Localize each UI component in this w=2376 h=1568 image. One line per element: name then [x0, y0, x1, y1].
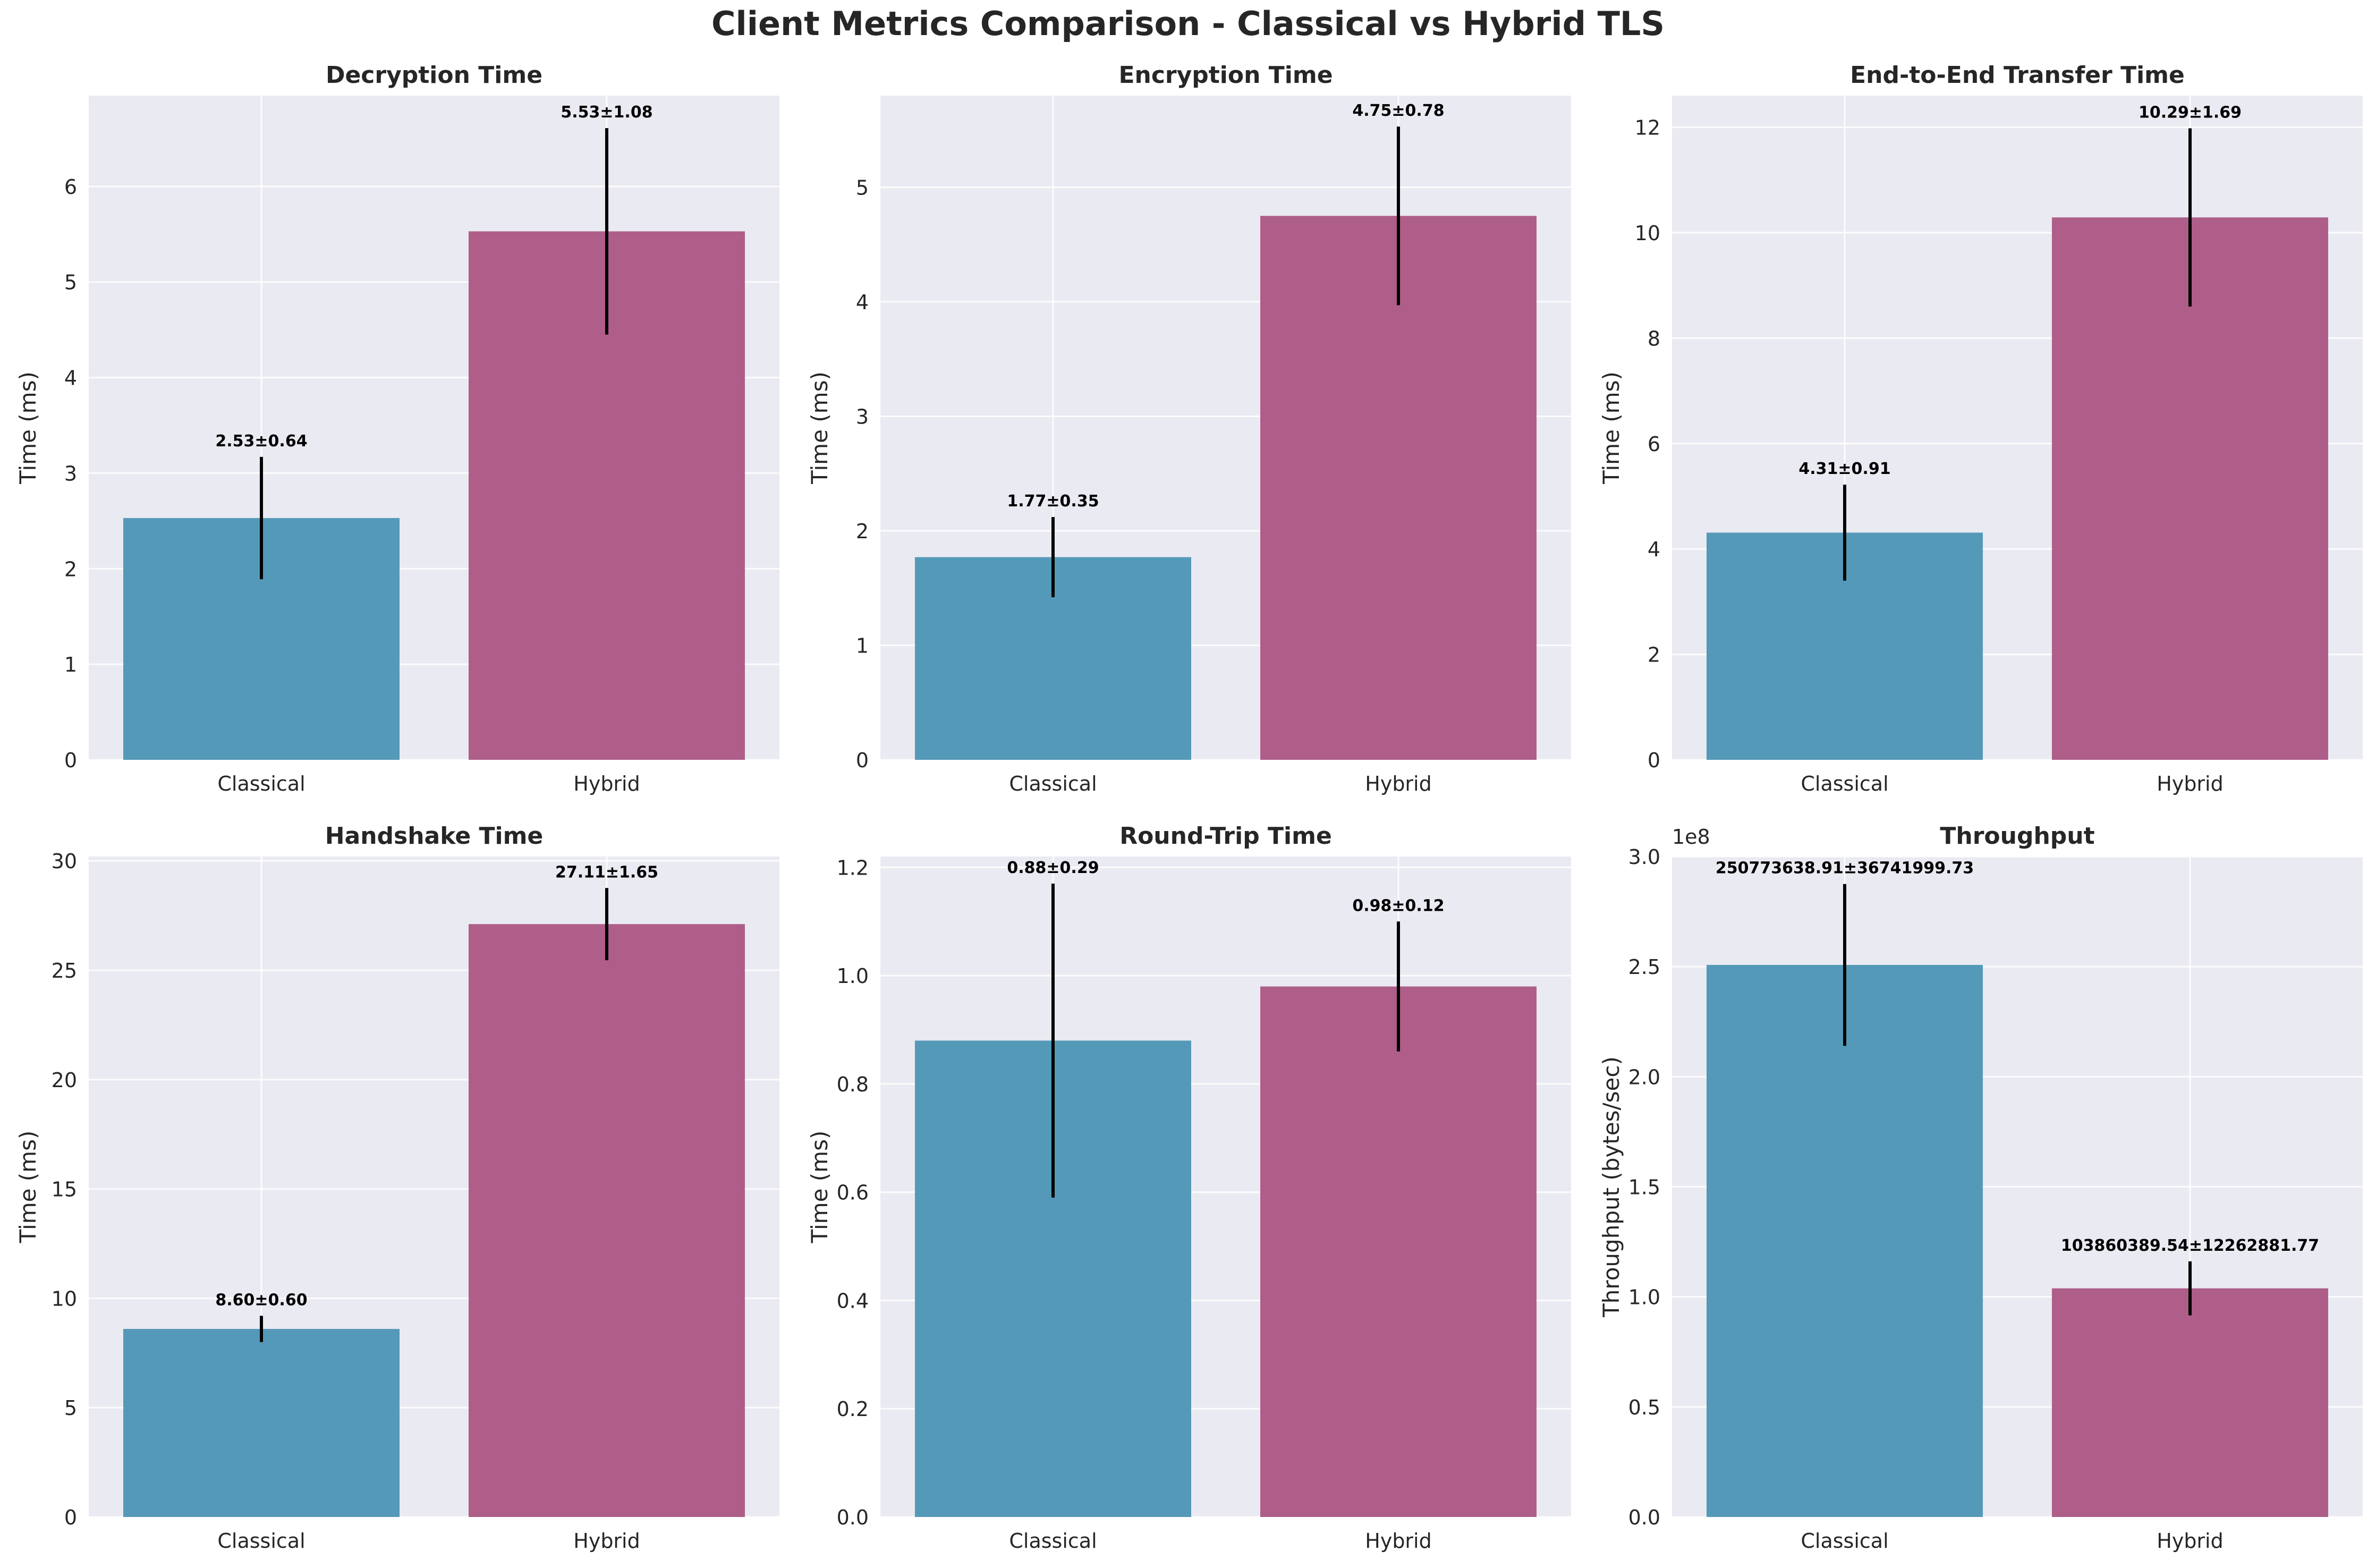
x-tick-label: Classical [1009, 1529, 1097, 1553]
x-tick-label: Hybrid [2157, 1529, 2224, 1553]
y-tick-label: 6 [1648, 433, 1660, 456]
x-tick-label: Classical [217, 1529, 305, 1553]
y-tick-label: 4 [1648, 538, 1660, 561]
y-tick-label: 0.0 [837, 1506, 869, 1529]
x-tick-label: Hybrid [573, 772, 640, 795]
y-tick-label: 25 [52, 959, 77, 982]
data-label: 10.29±1.69 [2139, 104, 2242, 122]
bar-hybrid [2052, 217, 2328, 760]
y-tick-label: 1.5 [1628, 1176, 1660, 1199]
bar-hybrid [469, 924, 745, 1517]
data-label: 5.53±1.08 [561, 103, 652, 122]
y-tick-label: 1.2 [837, 856, 869, 879]
y-axis-label: Time (ms) [807, 1131, 833, 1244]
y-tick-label: 0 [64, 1506, 77, 1529]
y-tick-label: 0.6 [837, 1181, 869, 1205]
data-label: 103860389.54±12262881.77 [2061, 1236, 2319, 1255]
data-label: 4.31±0.91 [1798, 460, 1890, 478]
data-label: 8.60±0.60 [215, 1291, 307, 1309]
data-label: 0.98±0.12 [1352, 896, 1444, 915]
x-tick-label: Classical [217, 772, 305, 795]
y-axis-label: Time (ms) [807, 371, 833, 485]
y-tick-label: 0.4 [837, 1289, 869, 1312]
bar-classical [123, 1329, 400, 1517]
y-axis-label: Throughput (bytes/sec) [1598, 1056, 1624, 1318]
y-tick-label: 4 [856, 291, 869, 314]
bar-hybrid [2052, 1288, 2328, 1517]
panel-title: Throughput [1940, 823, 2094, 850]
y-tick-label: 1.0 [1628, 1286, 1660, 1309]
data-label: 4.75±0.78 [1352, 101, 1444, 120]
y-tick-label: 0.8 [837, 1073, 869, 1096]
y-tick-label: 0 [856, 749, 869, 772]
panel-title: End-to-End Transfer Time [1850, 62, 2185, 89]
x-tick-label: Classical [1801, 772, 1888, 795]
y-tick-label: 1 [856, 634, 869, 657]
bar-classical [1707, 964, 1983, 1517]
y-tick-label: 1.0 [837, 964, 869, 988]
data-label: 1.77±0.35 [1007, 492, 1099, 511]
y-tick-label: 2 [1648, 643, 1660, 667]
y-tick-label: 3 [64, 462, 77, 485]
x-tick-label: Hybrid [2157, 772, 2224, 795]
y-tick-label: 1 [64, 653, 77, 676]
x-tick-label: Hybrid [1365, 772, 1432, 795]
x-tick-label: Hybrid [573, 1529, 640, 1553]
data-label: 2.53±0.64 [215, 432, 307, 451]
y-tick-label: 12 [1635, 116, 1660, 140]
y-tick-label: 5 [64, 271, 77, 294]
bar-hybrid [1260, 986, 1537, 1517]
y-tick-label: 0 [64, 749, 77, 772]
y-tick-label: 5 [856, 176, 869, 199]
y-axis-label: Time (ms) [1598, 371, 1624, 485]
y-tick-label: 2 [856, 520, 869, 543]
y-tick-label: 30 [52, 850, 77, 873]
figure-title: Client Metrics Comparison - Classical vs… [711, 4, 1665, 43]
y-tick-label: 2.0 [1628, 1065, 1660, 1089]
y-tick-label: 2 [64, 557, 77, 581]
y-tick-label: 4 [64, 367, 77, 390]
y-tick-label: 0.2 [837, 1397, 869, 1421]
y-tick-label: 3 [856, 405, 869, 428]
y-tick-label: 20 [52, 1069, 77, 1092]
y-axis-offset-label: 1e8 [1672, 825, 1710, 849]
y-tick-label: 0 [1648, 749, 1660, 772]
y-tick-label: 0.0 [1628, 1506, 1660, 1529]
data-label: 250773638.91±36741999.73 [1716, 859, 1974, 878]
x-tick-label: Classical [1009, 772, 1097, 795]
y-tick-label: 8 [1648, 327, 1660, 350]
panel-title: Round-Trip Time [1119, 823, 1332, 850]
panel-title: Decryption Time [326, 62, 542, 89]
y-tick-label: 0.5 [1628, 1396, 1660, 1419]
panel-title: Handshake Time [325, 823, 544, 850]
y-tick-label: 2.5 [1628, 955, 1660, 979]
x-tick-label: Hybrid [1365, 1529, 1432, 1553]
y-tick-label: 10 [1635, 222, 1660, 245]
y-tick-label: 6 [64, 175, 77, 199]
y-tick-label: 10 [52, 1287, 77, 1310]
x-tick-label: Classical [1801, 1529, 1888, 1553]
y-tick-label: 15 [52, 1178, 77, 1201]
bar-hybrid [1260, 216, 1537, 760]
data-label: 0.88±0.29 [1007, 859, 1099, 877]
y-tick-label: 3.0 [1628, 845, 1660, 869]
data-label: 27.11±1.65 [555, 863, 658, 882]
y-tick-label: 5 [64, 1396, 77, 1420]
y-axis-label: Time (ms) [15, 1131, 41, 1244]
panel-title: Encryption Time [1118, 62, 1333, 89]
y-axis-label: Time (ms) [15, 371, 41, 485]
